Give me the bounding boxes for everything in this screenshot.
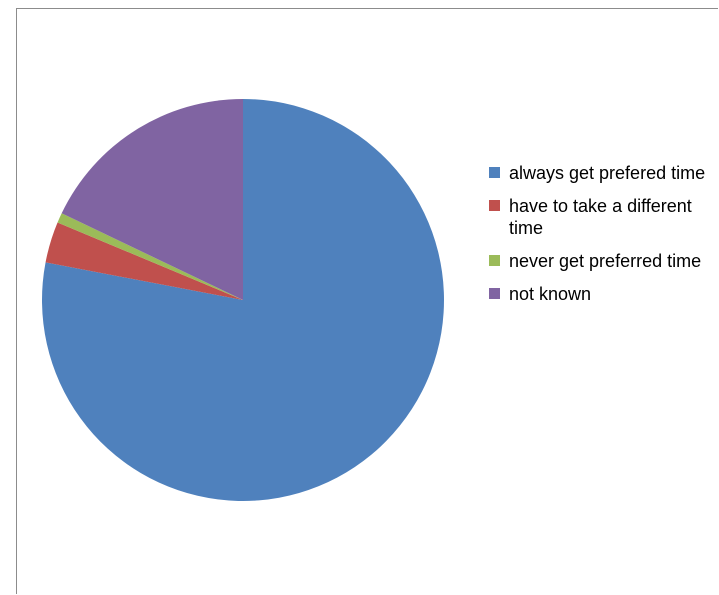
pie-slice-have-to-take-a-different-time: [45, 222, 244, 300]
legend-item-not-known: not known: [489, 283, 719, 305]
legend-label: not known: [509, 284, 592, 304]
legend-label: never get preferred time: [509, 251, 702, 271]
pie-slice-always-get-prefered-time: [41, 99, 444, 502]
pie-slices: [41, 99, 444, 502]
pie-slice-never-get-preferred-time: [57, 213, 243, 300]
legend: always get prefered time have to take a …: [489, 162, 719, 316]
legend-swatch: [489, 200, 500, 211]
legend-item-never-get-preferred-time: never get preferred time: [489, 250, 719, 272]
pie-slice-not-known: [61, 99, 243, 300]
legend-swatch: [489, 288, 500, 299]
legend-label: have to take a different time: [509, 196, 692, 238]
legend-item-always-get-prefered-time: always get prefered time: [489, 162, 719, 184]
legend-swatch: [489, 255, 500, 266]
legend-item-have-to-take-a-different-time: have to take a different time: [489, 195, 719, 239]
legend-swatch: [489, 167, 500, 178]
legend-label: always get prefered time: [509, 163, 706, 183]
